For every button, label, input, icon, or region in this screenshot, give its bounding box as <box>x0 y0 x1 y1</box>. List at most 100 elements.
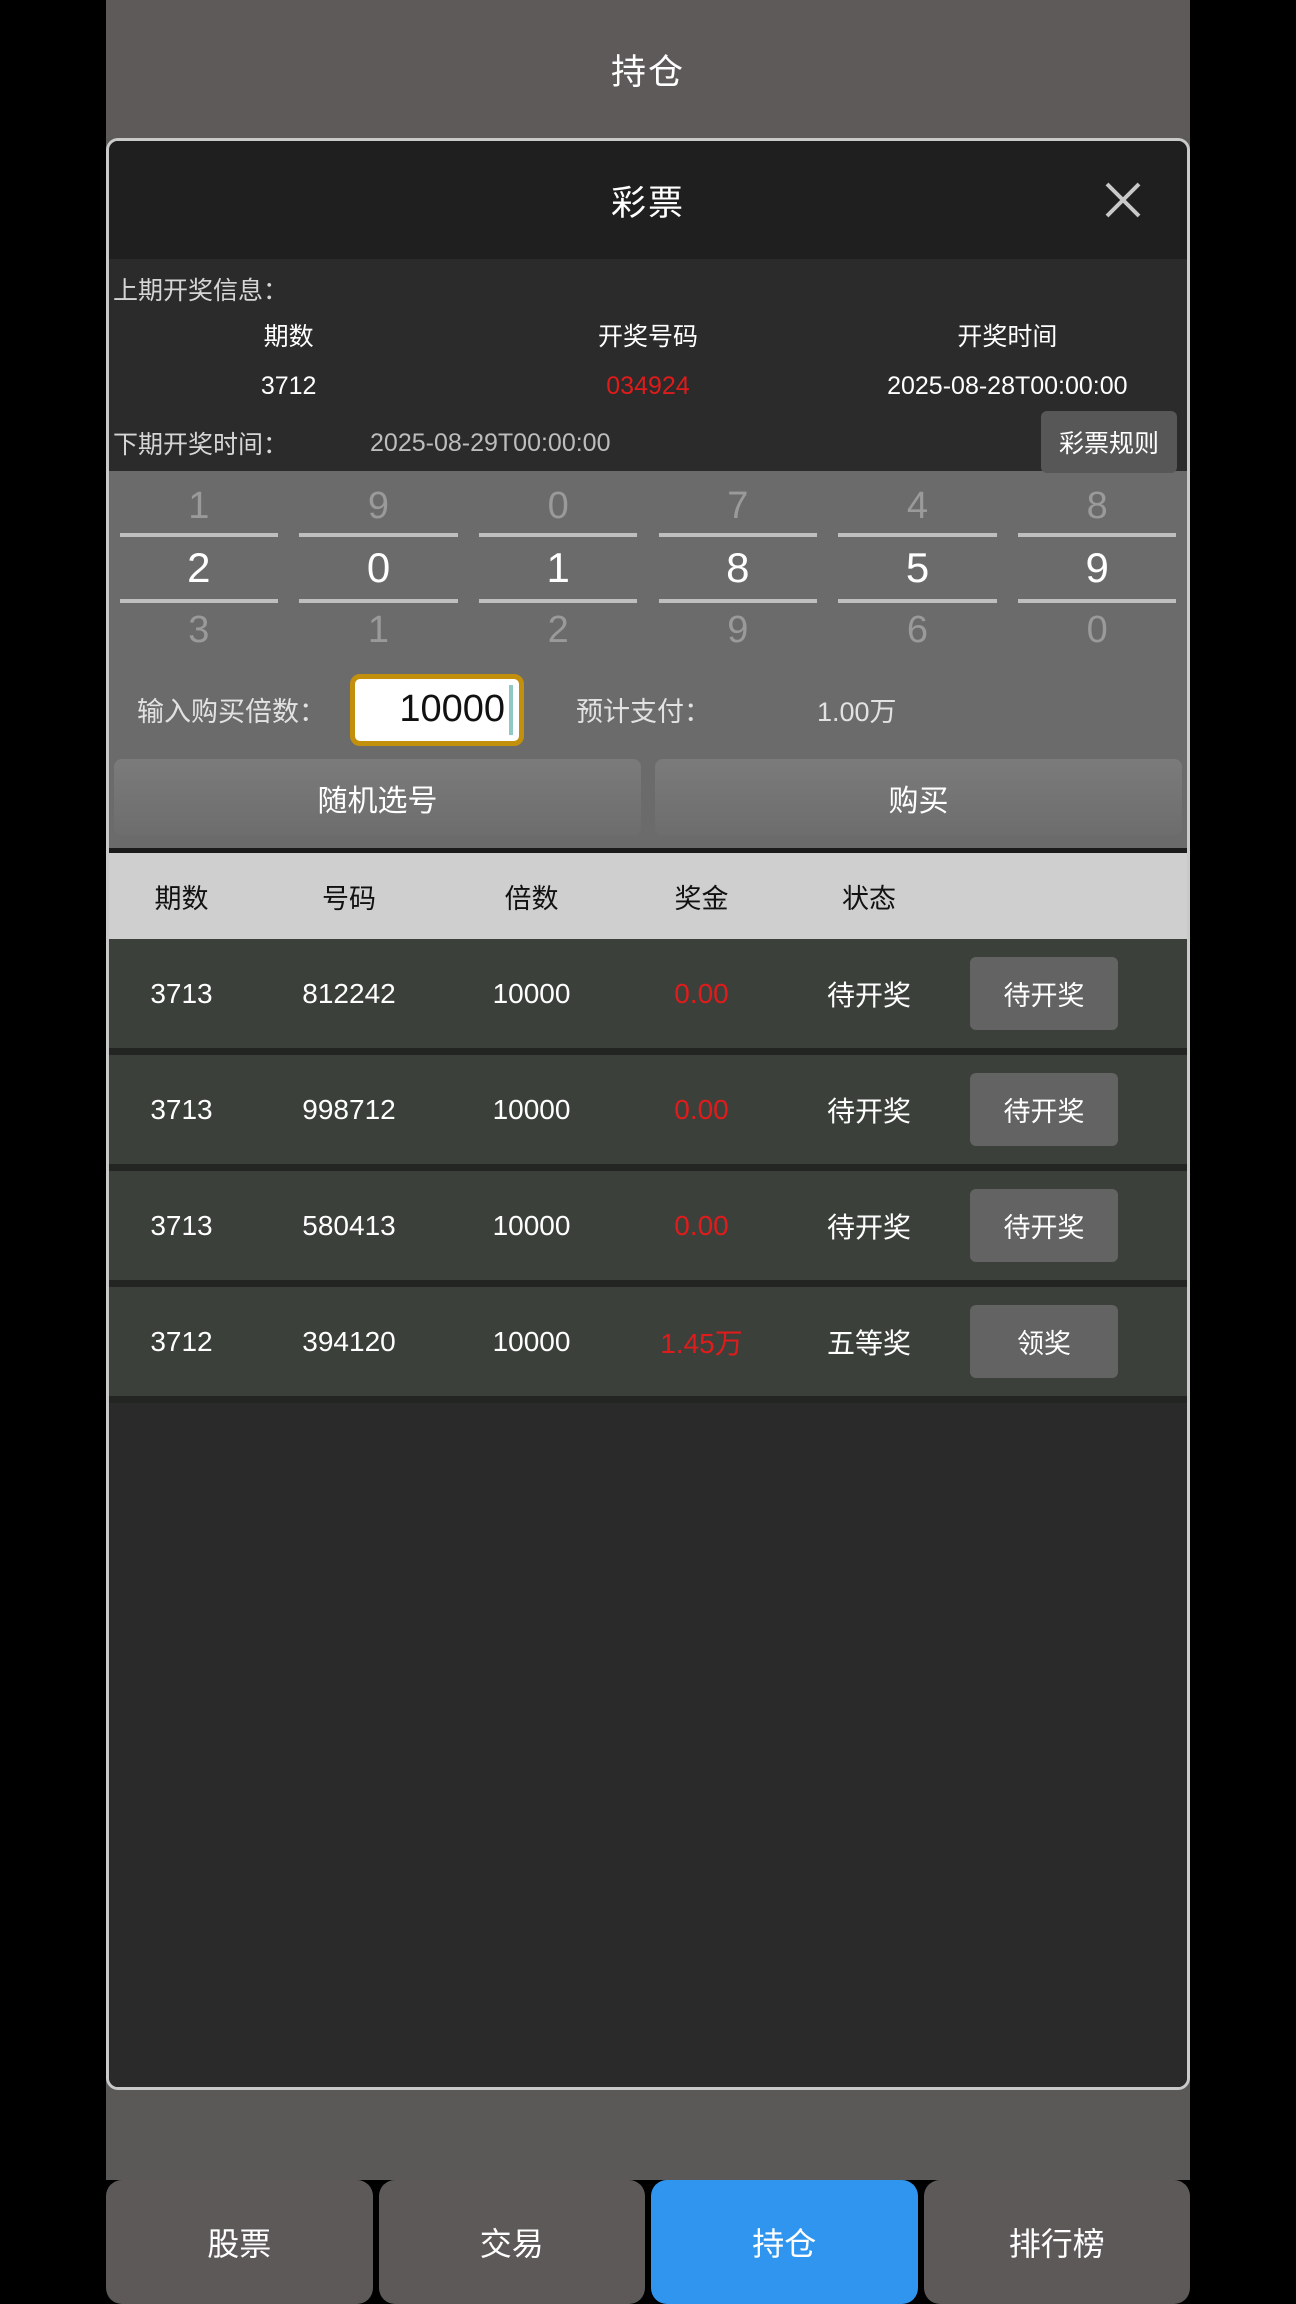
claim-prize-button[interactable]: 领奖 <box>970 1305 1118 1378</box>
nav-item-positions[interactable]: 持仓 <box>651 2180 918 2304</box>
nav-item-trade[interactable]: 交易 <box>378 2180 645 2304</box>
picker-column-3[interactable]: 0 1 2 <box>468 471 648 665</box>
table-row: 3713 812242 10000 0.00 待开奖 待开奖 <box>109 939 1187 1055</box>
nav-item-leaderboard[interactable]: 排行榜 <box>923 2180 1190 2304</box>
lottery-modal: 彩票 上期开奖信息： 期数 开奖号码 开奖时间 3712 0 3 4 9 2 <box>106 138 1190 2090</box>
table-header-prize: 奖金 <box>674 883 729 914</box>
picker-column-1[interactable]: 1 2 3 <box>109 471 289 665</box>
multiplier-input[interactable]: 10000 <box>350 673 524 746</box>
picker-selected-2: 0 <box>366 544 391 591</box>
ticket-table-header: 期数 号码 倍数 奖金 状态 <box>109 848 1187 939</box>
picker-below-6: 0 <box>1086 609 1108 651</box>
picker-selected-4: 8 <box>726 544 750 591</box>
picker-below-2: 1 <box>367 609 390 651</box>
picker-column-4[interactable]: 7 8 9 <box>648 471 828 665</box>
picker-divider-bottom-3 <box>479 599 638 603</box>
col-header-number: 开奖号码 <box>597 323 698 351</box>
row-issue: 3713 <box>150 1093 213 1125</box>
picker-selected-6: 9 <box>1085 544 1109 591</box>
bottom-nav: 股票 交易 持仓 排行榜 <box>106 2180 1190 2304</box>
row-prize: 0.00 <box>674 1093 729 1125</box>
row-action-cell: 待开奖 <box>954 1073 1134 1146</box>
next-draw-row: 下期开奖时间： 2025-08-29T00:00:00 彩票规则 <box>109 411 1187 473</box>
row-issue: 3712 <box>150 1325 213 1357</box>
row-issue: 3713 <box>150 1209 213 1241</box>
app-header: 持仓 <box>106 0 1190 138</box>
next-draw-label: 下期开奖时间： <box>113 431 289 459</box>
text-caret <box>509 684 513 735</box>
picker-divider-top-4 <box>658 533 817 537</box>
table-header-number: 号码 <box>322 883 376 914</box>
modal-title: 彩票 <box>610 183 685 223</box>
multiplier-label: 输入购买倍数： <box>137 697 326 727</box>
buy-button[interactable]: 购买 <box>655 759 1182 836</box>
picker-divider-bottom-2 <box>299 599 458 603</box>
number-picker[interactable]: 1 2 3 9 0 1 0 1 2 <box>109 471 1187 665</box>
col-header-issue: 期数 <box>263 323 314 351</box>
picker-divider-top-1 <box>119 533 278 537</box>
picker-divider-bottom-1 <box>119 599 278 603</box>
picker-below-3: 2 <box>547 609 569 651</box>
row-action-cell: 领奖 <box>954 1305 1134 1378</box>
row-multiplier: 10000 <box>492 1209 571 1241</box>
action-buttons: 随机选号 购买 <box>109 754 1187 848</box>
last-draw-number: 034924 <box>606 372 690 400</box>
multiplier-row: 输入购买倍数： 10000 预计支付： 1.00万 <box>109 665 1187 754</box>
picker-divider-top-3 <box>479 533 638 537</box>
row-multiplier: 10000 <box>492 977 571 1009</box>
last-draw-info-panel: 上期开奖信息： 期数 开奖号码 开奖时间 3712 034924 2025-08… <box>109 259 1187 473</box>
table-row: 3713 580413 10000 0.00 待开奖 待开奖 <box>109 1171 1187 1287</box>
random-pick-button[interactable]: 随机选号 <box>114 759 641 836</box>
picker-above-5: 4 <box>906 485 929 527</box>
next-draw-time: 2025-08-29T00:00:00 <box>370 428 611 457</box>
table-row: 3712 394120 10000 1.45万 五等奖 领奖 <box>109 1287 1187 1403</box>
modal-header: 彩票 <box>109 141 1187 259</box>
ticket-table-body: 3713 812242 10000 0.00 待开奖 待开奖 3713 9987… <box>109 939 1187 2087</box>
picker-below-5: 6 <box>906 609 929 651</box>
nav-item-stocks[interactable]: 股票 <box>106 2180 373 2304</box>
page-title: 持仓 <box>610 52 685 92</box>
row-status: 五等奖 <box>826 1327 911 1359</box>
table-header-issue: 期数 <box>154 883 209 914</box>
app-viewport: 持仓 彩票 上期开奖信息： 期数 开奖号码 开奖时间 <box>106 0 1190 2304</box>
picker-divider-bottom-5 <box>838 599 997 603</box>
multiplier-value: 10000 <box>399 688 505 730</box>
picker-below-4: 9 <box>727 609 749 651</box>
picker-below-1: 3 <box>188 609 210 651</box>
row-action-cell: 待开奖 <box>954 1189 1134 1262</box>
picker-column-5[interactable]: 4 5 6 <box>828 471 1008 665</box>
last-draw-issue: 3712 <box>260 372 317 400</box>
row-action-button[interactable]: 待开奖 <box>970 1189 1118 1262</box>
picker-above-3: 0 <box>547 485 569 527</box>
picker-above-6: 8 <box>1086 485 1108 527</box>
row-prize: 0.00 <box>674 977 729 1009</box>
picker-selected-5: 5 <box>905 544 930 591</box>
lottery-rules-button[interactable]: 彩票规则 <box>1040 411 1177 473</box>
row-number: 580413 <box>302 1209 396 1241</box>
row-multiplier: 10000 <box>492 1093 571 1125</box>
picker-column-2[interactable]: 9 0 1 <box>289 471 469 665</box>
estimated-pay-value: 1.00万 <box>817 697 897 727</box>
picker-divider-top-6 <box>1018 533 1177 537</box>
last-draw-time: 2025-08-28T00:00:00 <box>887 372 1128 400</box>
table-header-multiplier: 倍数 <box>504 883 559 914</box>
row-action-button[interactable]: 待开奖 <box>970 1073 1118 1146</box>
picker-divider-top-5 <box>838 533 997 537</box>
last-draw-header-row: 期数 开奖号码 开奖时间 <box>109 313 1187 362</box>
row-number: 394120 <box>302 1325 396 1357</box>
close-icon[interactable] <box>1095 172 1151 228</box>
picker-above-2: 9 <box>367 485 390 527</box>
picker-divider-top-2 <box>299 533 458 537</box>
row-action-button[interactable]: 待开奖 <box>970 957 1118 1030</box>
picker-selected-3: 1 <box>546 544 570 591</box>
last-draw-label: 上期开奖信息： <box>113 277 289 305</box>
table-row: 3713 998712 10000 0.00 待开奖 待开奖 <box>109 1055 1187 1171</box>
row-multiplier: 10000 <box>492 1325 571 1357</box>
row-prize: 1.45万 <box>660 1327 743 1359</box>
picker-column-6[interactable]: 8 9 0 <box>1007 471 1187 665</box>
picker-above-4: 7 <box>727 485 749 527</box>
row-prize: 0.00 <box>674 1209 729 1241</box>
col-header-time: 开奖时间 <box>957 323 1058 351</box>
row-status: 待开奖 <box>826 1095 911 1127</box>
